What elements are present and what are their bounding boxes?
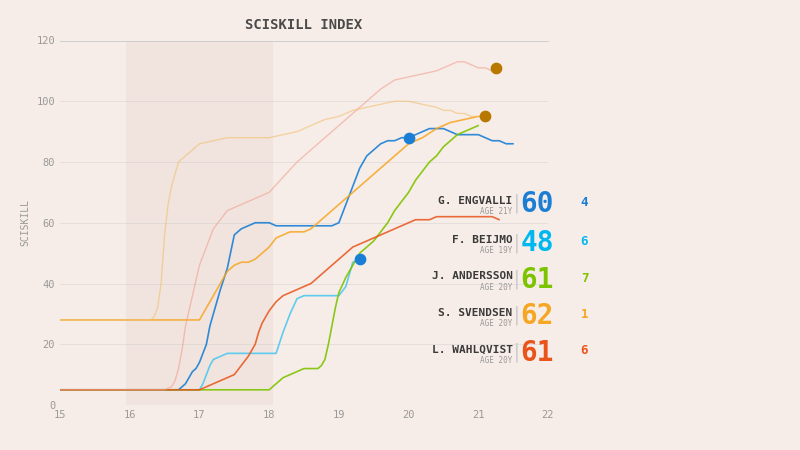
Bar xyxy=(126,40,273,405)
Text: L. WAHLQVIST: L. WAHLQVIST xyxy=(432,344,513,355)
Text: G. ENGVALLI: G. ENGVALLI xyxy=(438,196,513,206)
Text: |: | xyxy=(510,342,522,362)
Text: 61: 61 xyxy=(521,338,554,367)
Point xyxy=(354,256,366,263)
Text: AGE 20Y: AGE 20Y xyxy=(480,356,513,364)
Text: |: | xyxy=(510,270,522,289)
Text: J. ANDERSSON: J. ANDERSSON xyxy=(432,271,513,282)
Y-axis label: SCISKILL: SCISKILL xyxy=(21,199,31,246)
Point xyxy=(479,113,492,120)
Text: S. SVENDSEN: S. SVENDSEN xyxy=(438,308,513,318)
Text: 7: 7 xyxy=(581,272,588,284)
Point xyxy=(490,64,502,72)
Text: 6: 6 xyxy=(581,345,588,357)
Text: F. BEIJMO: F. BEIJMO xyxy=(452,235,513,245)
Text: 1: 1 xyxy=(581,308,588,321)
Text: |: | xyxy=(510,306,522,325)
Point xyxy=(402,134,415,141)
Text: 4: 4 xyxy=(581,196,588,209)
Text: 62: 62 xyxy=(521,302,554,330)
Text: AGE 20Y: AGE 20Y xyxy=(480,283,513,292)
Text: |: | xyxy=(510,233,522,252)
Text: 48: 48 xyxy=(521,229,554,257)
Text: AGE 19Y: AGE 19Y xyxy=(480,247,513,256)
Title: SCISKILL INDEX: SCISKILL INDEX xyxy=(246,18,362,32)
Text: 60: 60 xyxy=(521,190,554,218)
Text: |: | xyxy=(510,194,522,213)
Text: 6: 6 xyxy=(581,235,588,248)
Text: AGE 20Y: AGE 20Y xyxy=(480,320,513,328)
Text: AGE 21Y: AGE 21Y xyxy=(480,207,513,216)
Text: 61: 61 xyxy=(521,266,554,294)
